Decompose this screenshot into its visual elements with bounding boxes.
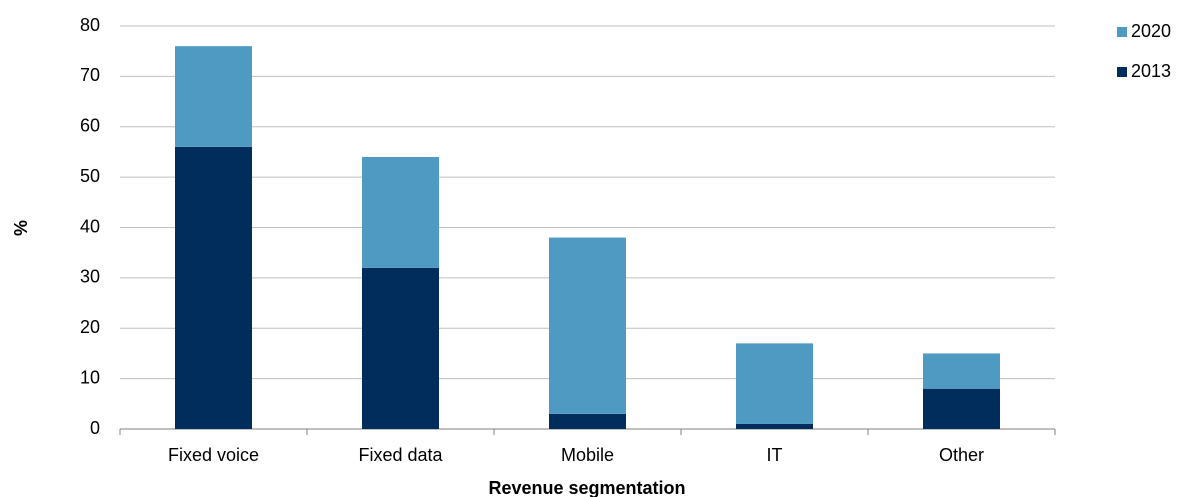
y-tick-label: 70	[80, 65, 100, 85]
bar-segment	[549, 237, 626, 414]
x-tick-label: Fixed data	[358, 445, 443, 465]
bar-segment	[175, 146, 252, 429]
x-tick-label: Fixed voice	[168, 445, 259, 465]
y-tick-label: 40	[80, 216, 100, 236]
y-axis-title: %	[11, 220, 31, 236]
bar-segment	[549, 413, 626, 429]
x-tick-label: Mobile	[561, 445, 614, 465]
x-tick-label: IT	[767, 445, 783, 465]
bar-segment	[736, 343, 813, 424]
y-tick-label: 30	[80, 267, 100, 287]
bar-segment	[923, 388, 1000, 429]
legend-swatch	[1117, 27, 1127, 37]
bar-segment	[362, 267, 439, 429]
x-axis-title: Revenue segmentation	[488, 478, 685, 497]
y-tick-label: 10	[80, 367, 100, 387]
y-tick-label: 60	[80, 116, 100, 136]
bar-segment	[362, 156, 439, 268]
legend-label: 2020	[1131, 21, 1171, 41]
y-tick-label: 50	[80, 166, 100, 186]
bar-segment	[923, 353, 1000, 389]
y-tick-label: 80	[80, 15, 100, 35]
legend-swatch	[1117, 67, 1127, 77]
bar-segment	[736, 423, 813, 429]
x-tick-label: Other	[939, 445, 984, 465]
y-tick-label: 0	[90, 418, 100, 438]
legend-label: 2013	[1131, 61, 1171, 81]
bar-segment	[175, 46, 252, 147]
y-tick-label: 20	[80, 317, 100, 337]
